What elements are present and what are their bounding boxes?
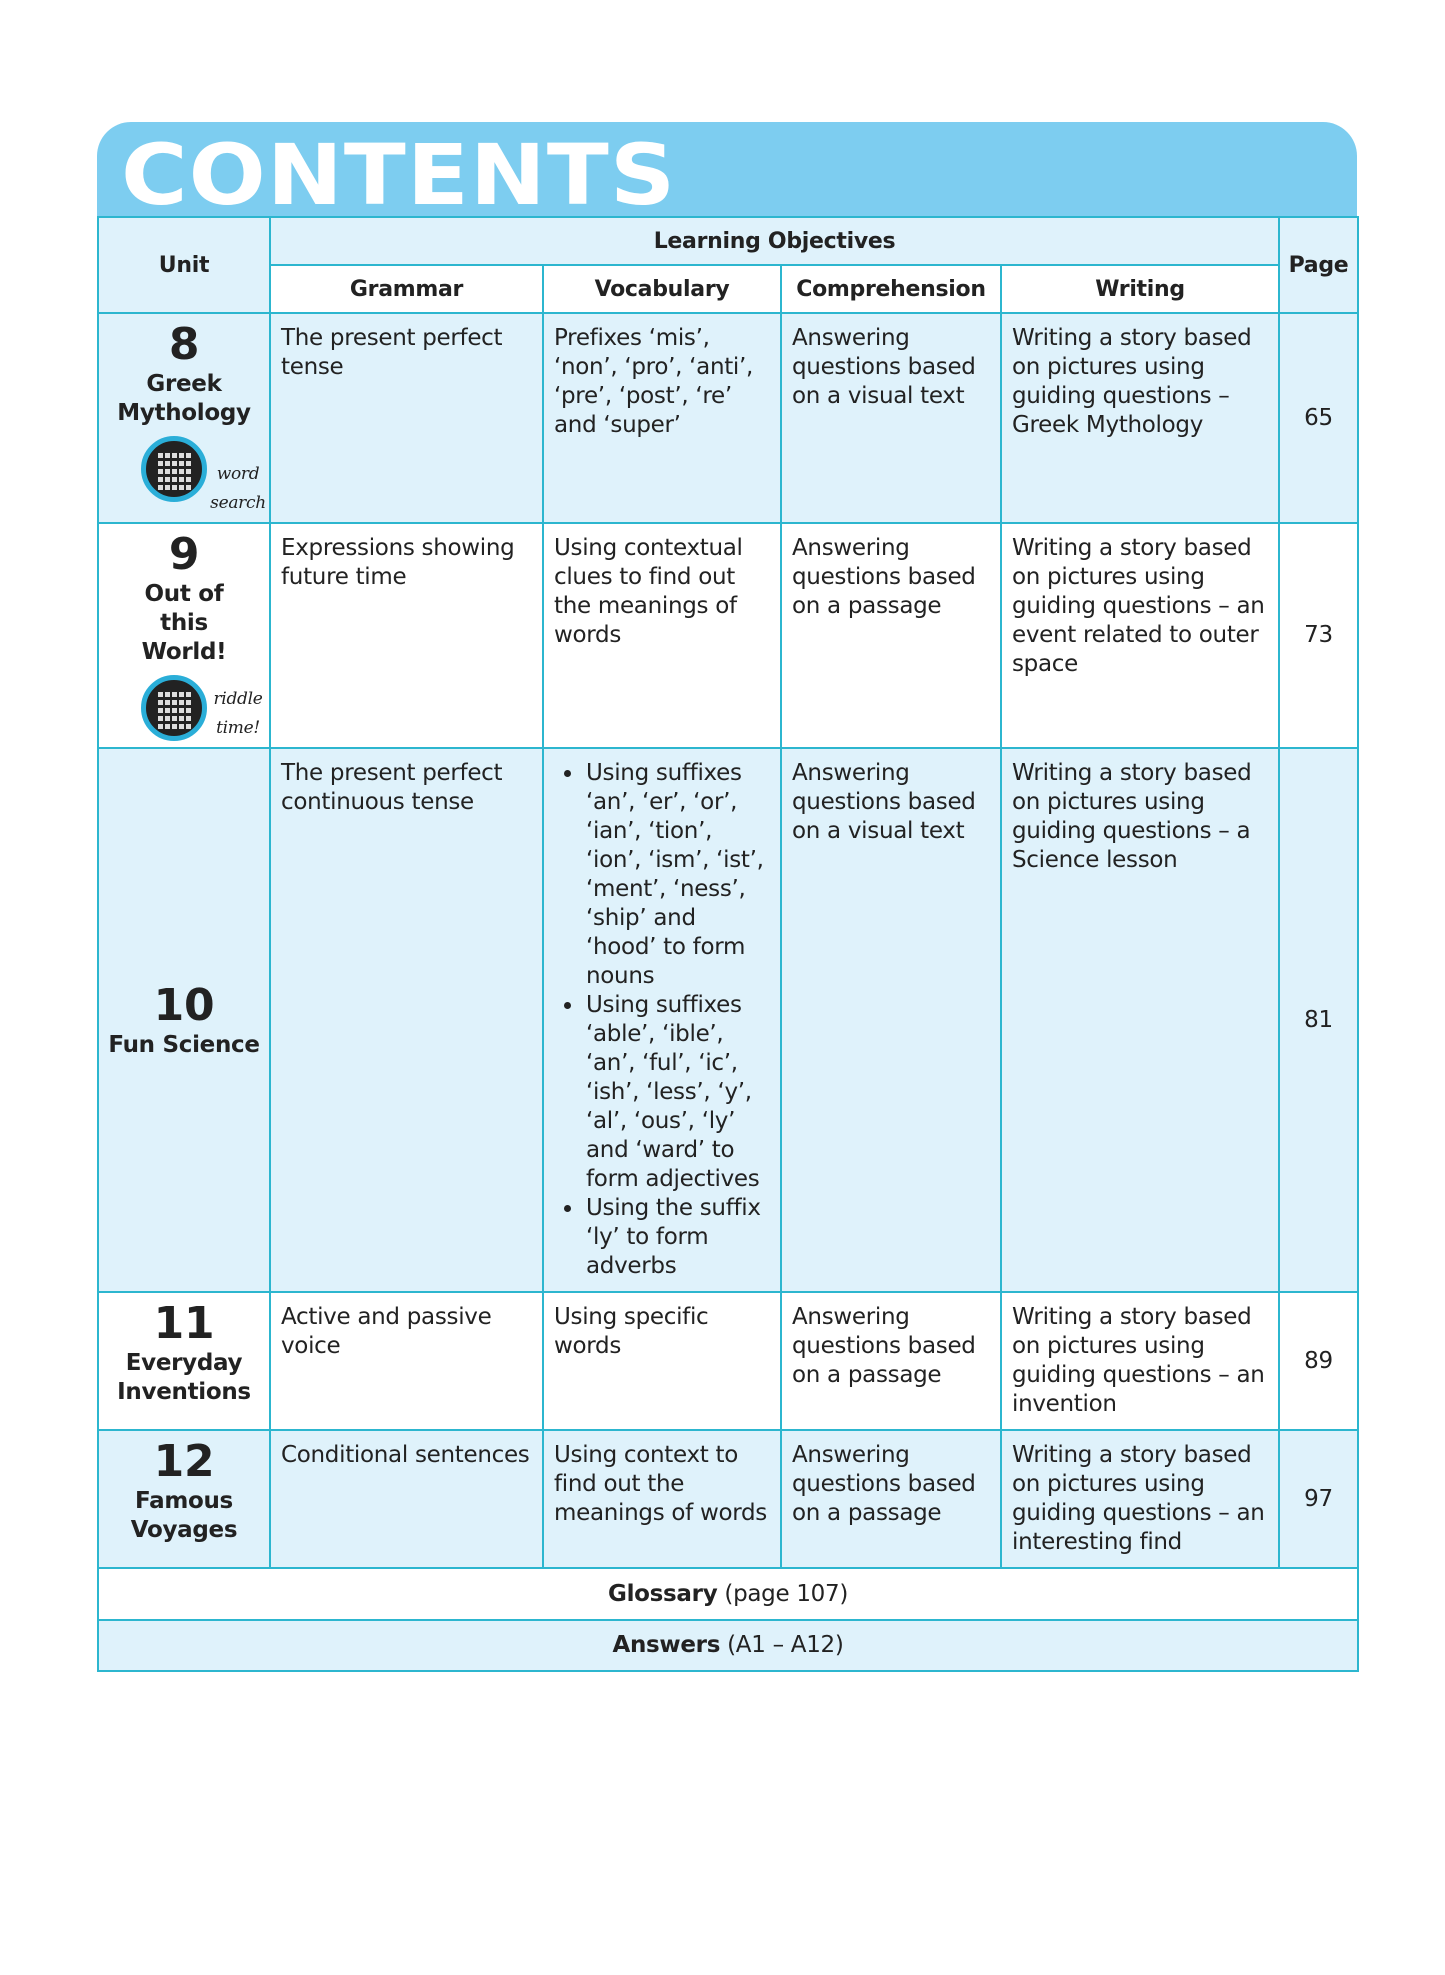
page-cell: 73 (1278, 522, 1360, 749)
header-unit: Unit (97, 216, 271, 314)
writing-cell: Writing a story based on pictures using … (999, 312, 1281, 524)
contents-page: CONTENTS Unit Learning Objectives Page G… (96, 122, 1360, 1672)
grammar-cell: Expressions showing future time (269, 522, 544, 749)
page-cell: 89 (1278, 1291, 1360, 1431)
vocabulary-item: Using suffixes ‘an’, ‘er’, ‘or’, ‘ian’, … (584, 759, 770, 991)
page-title: CONTENTS (121, 126, 677, 224)
writing-cell: Writing a story based on pictures using … (999, 522, 1281, 749)
icon-label: word search (210, 464, 266, 513)
glossary-row: Glossary (page 107) (96, 1567, 1360, 1621)
table-row: 10 Fun Science The present perfect conti… (97, 747, 1360, 1293)
page-cell: 97 (1278, 1429, 1360, 1569)
header-learning-objectives: Learning Objectives (268, 216, 1281, 266)
header-writing: Writing (999, 264, 1281, 314)
vocabulary-cell: Using context to find out the meanings o… (542, 1429, 782, 1569)
unit-name: Everyday Inventions (117, 1350, 251, 1405)
unit-number: 9 (168, 529, 200, 580)
unit-name: Fun Science (108, 1031, 260, 1058)
unit-cell: 11 Everyday Inventions (97, 1291, 271, 1431)
table-row: 12 Famous Voyages Conditional sentences … (97, 1429, 1360, 1569)
page-cell: 65 (1278, 312, 1360, 524)
grammar-cell: Active and passive voice (269, 1291, 544, 1431)
vocabulary-cell: Using specific words (542, 1291, 782, 1431)
comprehension-cell: Answering questions based on a visual te… (780, 747, 1002, 1293)
unit-cell: 10 Fun Science (97, 747, 271, 1293)
vocabulary-cell: Using suffixes ‘an’, ‘er’, ‘or’, ‘ian’, … (542, 747, 782, 1293)
comprehension-cell: Answering questions based on a passage (780, 1291, 1002, 1431)
unit-name: Famous Voyages (130, 1488, 238, 1543)
table-row: 9 Out of this World! riddle time! Expres… (97, 522, 1360, 749)
vocabulary-item: Using the suffix ‘ly’ to form adverbs (584, 1194, 770, 1281)
answers-label: Answers (612, 1632, 721, 1658)
comprehension-cell: Answering questions based on a passage (780, 1429, 1002, 1569)
unit-cell: 8 Greek Mythology word search (97, 312, 271, 524)
comprehension-cell: Answering questions based on a passage (780, 522, 1002, 749)
vocabulary-cell: Prefixes ‘mis’, ‘non’, ‘pro’, ‘anti’, ‘p… (542, 312, 782, 524)
riddle-icon (141, 675, 207, 741)
vocabulary-cell: Using contextual clues to find out the m… (542, 522, 782, 749)
unit-cell: 12 Famous Voyages (97, 1429, 271, 1569)
unit-name: Out of this World! (141, 581, 227, 665)
writing-cell: Writing a story based on pictures using … (999, 747, 1281, 1293)
title-bar: CONTENTS (97, 122, 1357, 224)
contents-table: Unit Learning Objectives Page Grammar Vo… (96, 216, 1360, 1672)
word-search-icon (141, 436, 207, 502)
answers-detail: (A1 – A12) (727, 1632, 844, 1658)
unit-number: 12 (153, 1436, 215, 1487)
header-grammar: Grammar (269, 264, 544, 314)
table-row: 11 Everyday Inventions Active and passiv… (97, 1291, 1360, 1431)
unit-cell: 9 Out of this World! riddle time! (97, 522, 271, 749)
glossary-detail: (page 107) (724, 1580, 849, 1607)
grammar-cell: The present perfect continuous tense (269, 747, 544, 1293)
glossary-label: Glossary (607, 1580, 718, 1607)
unit-name: Greek Mythology (117, 371, 251, 426)
writing-cell: Writing a story based on pictures using … (999, 1291, 1281, 1431)
writing-cell: Writing a story based on pictures using … (999, 1429, 1281, 1569)
unit-number: 10 (153, 979, 215, 1031)
header-comprehension: Comprehension (780, 264, 1002, 314)
table-row: 8 Greek Mythology word search The presen… (97, 312, 1360, 524)
header-page: Page (1278, 216, 1360, 314)
unit-number: 8 (168, 319, 200, 370)
grammar-cell: Conditional sentences (269, 1429, 544, 1569)
icon-label: riddle time! (213, 689, 263, 738)
page-cell: 81 (1278, 747, 1360, 1293)
unit-number: 11 (153, 1298, 215, 1349)
comprehension-cell: Answering questions based on a visual te… (780, 312, 1002, 524)
vocabulary-item: Using suffixes ‘able’, ‘ible’, ‘an’, ‘fu… (584, 991, 770, 1194)
grammar-cell: The present perfect tense (269, 312, 544, 524)
answers-row: Answers (A1 – A12) (96, 1619, 1360, 1672)
header-vocabulary: Vocabulary (542, 264, 782, 314)
